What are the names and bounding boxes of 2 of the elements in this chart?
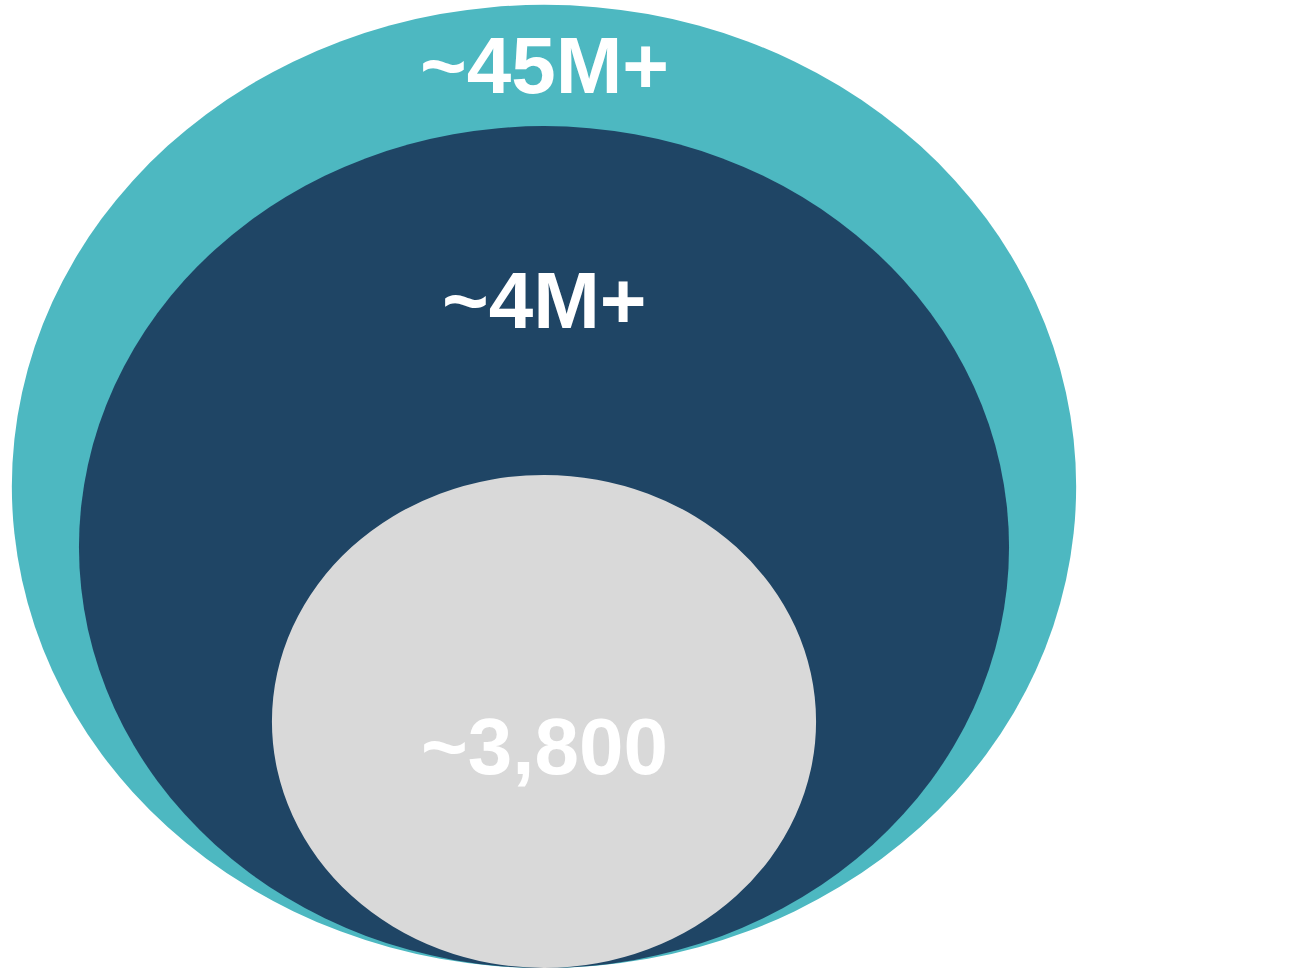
data-label: ~4M+ (442, 256, 647, 345)
data-label: ~45M+ (420, 21, 670, 110)
